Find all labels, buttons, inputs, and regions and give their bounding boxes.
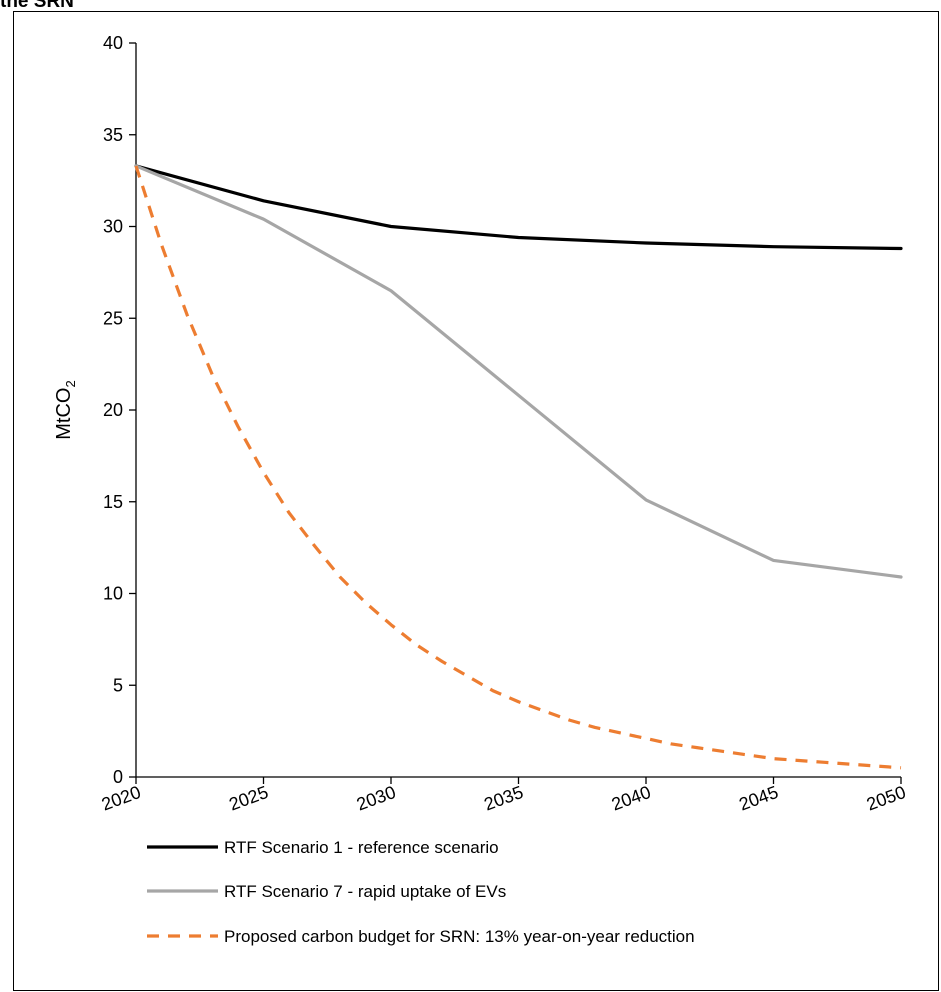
chart-frame	[13, 11, 939, 991]
series-line-2	[134, 164, 903, 579]
y-ticks: 0 5 10 15 20 25 30 35 40	[103, 33, 136, 787]
series-line-3	[134, 165, 902, 770]
y-axis-label: MtCO2	[53, 380, 78, 439]
x-tick-label: 2020	[99, 782, 143, 814]
y-tick-label: 35	[103, 125, 123, 145]
y-axis-label-subscript: 2	[63, 380, 78, 387]
y-tick-label: 40	[103, 33, 123, 53]
x-tick-label: 2025	[226, 782, 270, 814]
legend-label-3: Proposed carbon budget for SRN: 13% year…	[224, 927, 695, 946]
axes	[135, 43, 901, 778]
legend-label-2: RTF Scenario 7 - rapid uptake of EVs	[224, 882, 506, 901]
x-tick-label: 2050	[864, 782, 908, 814]
y-axis-label-text: MtCO	[53, 388, 75, 440]
x-tick-label: 2040	[609, 782, 653, 814]
legend: RTF Scenario 1 - reference scenario RTF S…	[147, 838, 695, 946]
y-tick-label: 30	[103, 217, 123, 237]
x-tick-label: 2030	[354, 782, 398, 814]
x-ticks: 2020 2025 2030 2035 2040 2045 2050	[99, 777, 908, 814]
y-tick-label: 15	[103, 492, 123, 512]
x-tick-label: 2035	[481, 782, 525, 814]
y-tick-label: 0	[113, 767, 123, 787]
y-tick-label: 20	[103, 400, 123, 420]
legend-label-1: RTF Scenario 1 - reference scenario	[224, 838, 499, 857]
series-line-1	[134, 164, 903, 251]
x-tick-label: 2045	[736, 782, 780, 814]
series-group	[134, 164, 903, 770]
figure-caption: the SRN	[0, 0, 74, 12]
y-tick-label: 5	[113, 675, 123, 695]
y-tick-label: 10	[103, 584, 123, 604]
y-tick-label: 25	[103, 308, 123, 328]
